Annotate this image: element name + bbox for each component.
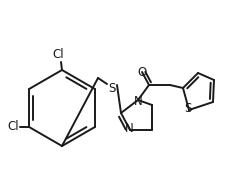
Text: N: N [125, 123, 133, 135]
Text: Cl: Cl [52, 47, 64, 60]
Text: S: S [108, 81, 116, 94]
Text: S: S [184, 102, 192, 115]
Text: N: N [134, 94, 142, 108]
Text: O: O [137, 65, 147, 78]
Text: Cl: Cl [7, 121, 19, 134]
